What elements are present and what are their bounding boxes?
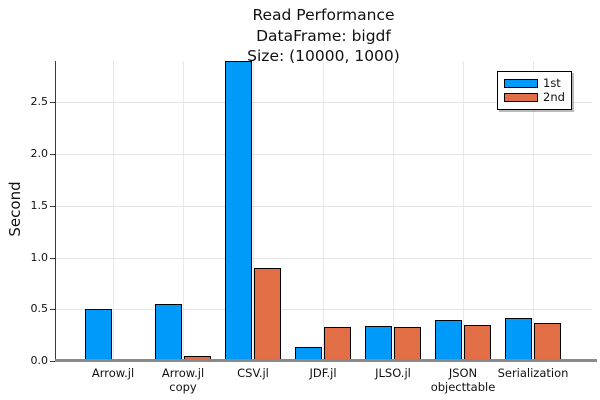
gridline-vertical (393, 61, 394, 361)
y-tick-label: 2.0 (30, 147, 49, 161)
bar-1st-CSV.jl (225, 61, 252, 361)
legend-label-1st: 1st (543, 76, 561, 90)
x-tick-label-line: JSON (448, 366, 478, 380)
bar-1st-JLSO.jl (365, 326, 392, 361)
legend-label-2nd: 2nd (543, 90, 565, 104)
chart-title-line-3: Size: (10000, 1000) (247, 47, 400, 65)
x-tick-label-JSON-objecttable: JSON objecttable (403, 366, 523, 394)
y-axis-tick (50, 205, 55, 207)
x-tick-label-Arrow.jl-copy: Arrow.jl copy (123, 366, 243, 394)
legend-swatch-2nd-icon (504, 92, 538, 102)
x-tick-label-CSV.jl: CSV.jl (193, 366, 313, 380)
y-tick-label: 0.0 (30, 354, 49, 367)
gridline-vertical (323, 61, 324, 361)
chart-title: Read Performance DataFrame: bigdf Size: … (55, 5, 592, 67)
bar-2nd-CSV.jl (254, 268, 281, 361)
gridline-horizontal (55, 154, 592, 156)
chart-title-line-1: Read Performance (252, 6, 395, 24)
x-tick-label-line: Arrow.jl (161, 366, 205, 380)
bar-2nd-JDF.jl (324, 327, 351, 361)
x-tick-label-Serialization: Serialization (473, 366, 593, 380)
x-tick-label-line: CSV.jl (237, 366, 269, 380)
gridline-vertical (463, 61, 464, 361)
x-tick-label-JDF.jl: JDF.jl (263, 366, 383, 380)
bar-1st-Arrow.jl (85, 309, 112, 361)
gridline-vertical (253, 61, 254, 361)
y-tick-label: 2.5 (30, 95, 49, 109)
y-tick-label: 0.5 (30, 302, 49, 316)
bar-1st-Arrow.jl-copy (155, 304, 182, 361)
gridline-horizontal (55, 257, 592, 259)
x-tick-label-line: objecttable (430, 380, 496, 394)
x-tick-label-line: JDF.jl (309, 366, 337, 380)
legend-item-1st: 1st (504, 76, 565, 90)
x-tick-label-line: JLSO.jl (375, 366, 411, 380)
legend: 1st 2nd (497, 71, 572, 110)
y-axis-tick (50, 154, 55, 156)
bar-1st-JSON-objecttable (435, 320, 462, 361)
y-axis-spine (55, 61, 56, 361)
gridline-vertical (113, 61, 114, 361)
gridline-vertical (183, 61, 184, 361)
x-tick-label-line: Arrow.jl (91, 366, 135, 380)
y-axis-tick (50, 309, 55, 311)
y-axis-tick (50, 102, 55, 104)
y-tick-label: 1.0 (30, 250, 49, 264)
x-tick-label-Arrow.jl: Arrow.jl (53, 366, 173, 380)
bar-1st-Serialization (505, 318, 532, 361)
y-axis-tick (50, 361, 55, 362)
gridline-horizontal (55, 309, 592, 311)
bar-2nd-JSON-objecttable (464, 325, 491, 361)
legend-swatch-1st-icon (504, 78, 538, 88)
x-tick-label-line: copy (169, 380, 197, 394)
legend-item-2nd: 2nd (504, 90, 565, 104)
gridline-vertical (533, 61, 534, 361)
chart-title-line-2: DataFrame: bigdf (256, 26, 391, 45)
y-tick-label: 1.5 (30, 198, 49, 212)
y-axis-tick (50, 257, 55, 259)
gridline-horizontal (55, 205, 592, 207)
x-axis-line (55, 359, 597, 362)
bar-2nd-JLSO.jl (394, 327, 421, 361)
plot-area (55, 61, 592, 361)
gridline-horizontal (55, 102, 592, 104)
x-tick-label-JLSO.jl: JLSO.jl (333, 366, 453, 380)
bar-2nd-Serialization (534, 323, 561, 361)
x-tick-label-line: Serialization (497, 366, 569, 380)
